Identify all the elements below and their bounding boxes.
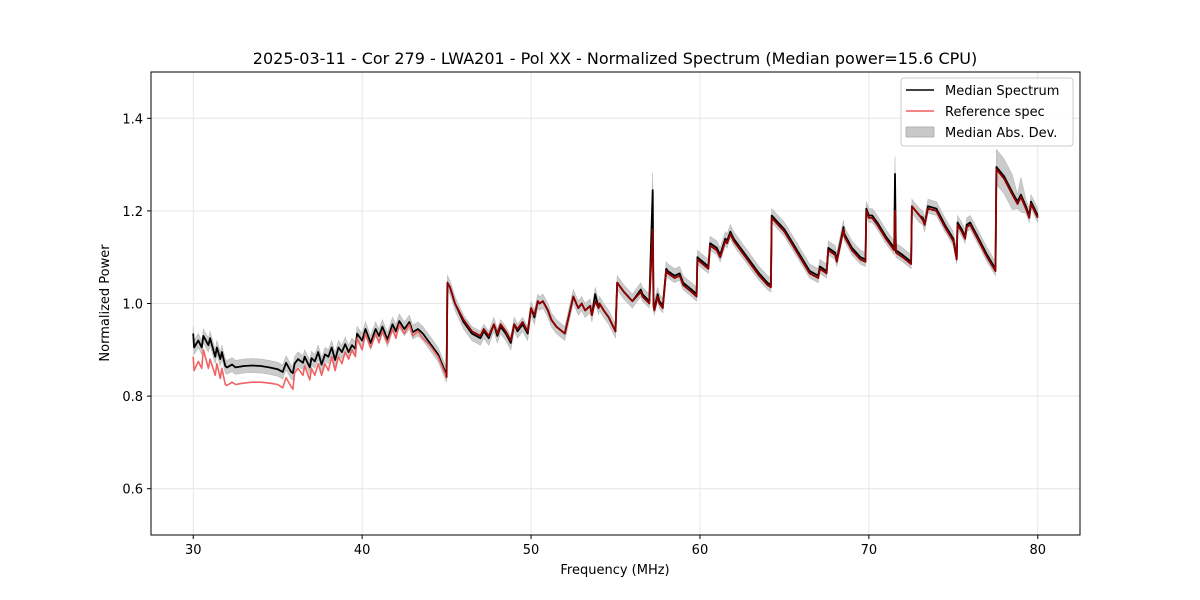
x-tick-label: 50 <box>523 543 540 558</box>
y-axis-ticks: 0.6 0.8 1.0 1.2 1.4 <box>122 112 151 498</box>
legend-box <box>900 77 1074 147</box>
y-tick-label: 1.2 <box>122 205 143 220</box>
y-axis-label: Normalized Power <box>98 244 113 362</box>
x-axis-label: Frequency (MHz) <box>560 563 669 578</box>
x-tick-label: 80 <box>1029 543 1046 558</box>
x-tick-label: 60 <box>692 543 709 558</box>
legend-label-mad: Median Abs. Dev. <box>945 126 1057 141</box>
legend-swatch-mad <box>905 126 935 138</box>
y-tick-label: 0.8 <box>122 390 143 405</box>
series-line-reference-overlap <box>445 168 1039 378</box>
chart-title: 2025-03-11 - Cor 279 - LWA201 - Pol XX -… <box>253 49 977 68</box>
x-tick-label: 70 <box>861 543 878 558</box>
x-axis-ticks: 30 40 50 60 70 80 <box>185 535 1046 558</box>
x-tick-label: 30 <box>185 543 202 558</box>
y-tick-label: 1.4 <box>122 112 143 127</box>
y-tick-label: 1.0 <box>122 298 143 313</box>
legend-label-reference: Reference spec <box>945 105 1045 120</box>
x-tick-label: 40 <box>354 543 371 558</box>
legend: Median Spectrum Reference spec Median Ab… <box>900 77 1074 147</box>
series-lines <box>192 165 1039 391</box>
y-tick-label: 0.6 <box>122 483 143 498</box>
legend-label-median: Median Spectrum <box>945 84 1059 99</box>
